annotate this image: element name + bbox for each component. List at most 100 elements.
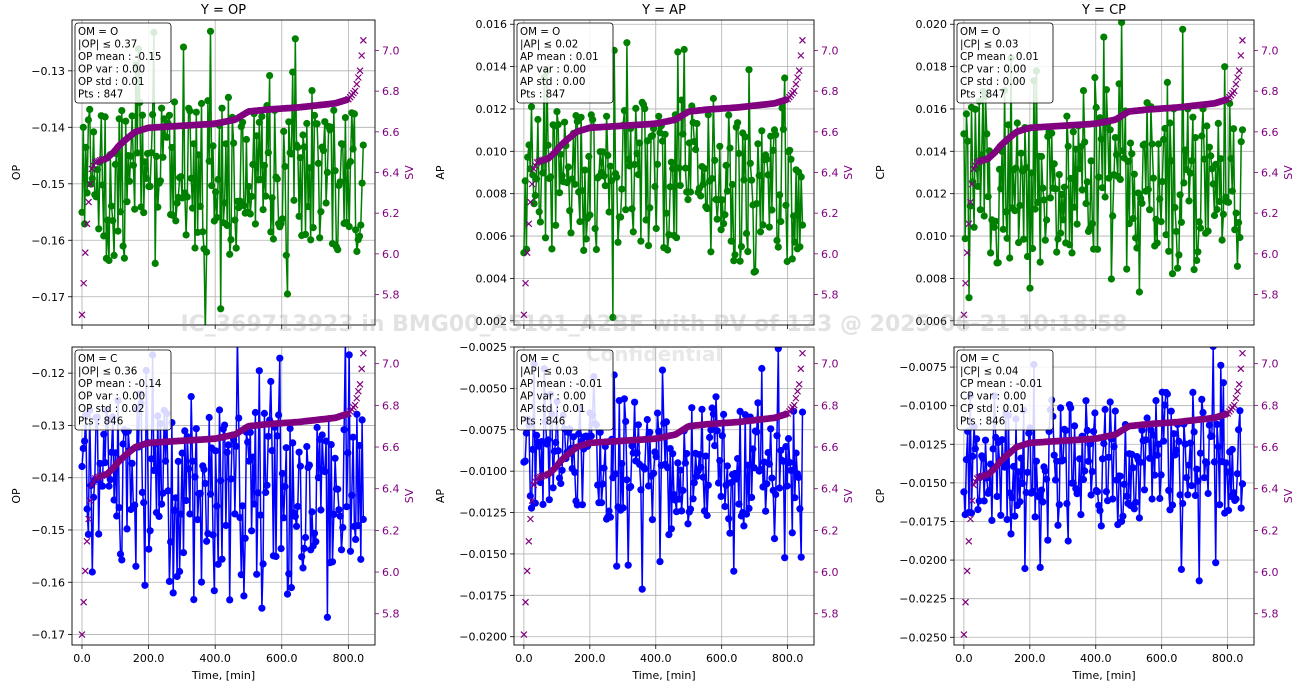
sv-marker <box>970 165 978 173</box>
series-point <box>208 182 216 190</box>
series-point <box>1037 486 1046 494</box>
series-point <box>699 473 707 481</box>
series-point <box>688 404 696 412</box>
series-point <box>558 466 566 474</box>
y2-tick-label: 6.0 <box>821 566 839 579</box>
series-point <box>758 364 766 373</box>
series-point <box>339 523 347 532</box>
series-point <box>690 138 698 146</box>
chart-panel-1: −0.17 −0.16 −0.15 −0.14 −0.13 5.8 6.0 6.2 6.4 6.6… <box>10 3 416 329</box>
sv-marker <box>88 481 96 489</box>
series-point <box>768 474 776 482</box>
series-point <box>571 180 579 188</box>
series-point <box>79 123 87 131</box>
series-point <box>628 442 636 450</box>
sv-marker <box>525 537 533 545</box>
series-point <box>994 259 1002 267</box>
y2-axis-label: SV <box>403 165 416 180</box>
series-point <box>544 436 552 444</box>
series-point <box>788 255 796 263</box>
series-point <box>1063 112 1071 120</box>
series-point <box>1161 124 1169 133</box>
y2-tick-label: 6.0 <box>382 566 400 579</box>
series-point <box>150 466 158 474</box>
series-point <box>196 202 204 210</box>
series-point <box>267 377 275 386</box>
series-point <box>268 447 276 455</box>
series-point <box>1190 266 1198 274</box>
series-point <box>1134 189 1142 197</box>
sv-marker <box>1230 401 1238 409</box>
series-point <box>734 455 742 463</box>
y-tick-label: −0.0050 <box>459 382 507 395</box>
series-point <box>750 464 758 472</box>
series-point <box>353 410 361 418</box>
series-point <box>282 444 290 452</box>
series-point <box>234 332 241 339</box>
series-point <box>679 130 687 138</box>
series-point <box>597 499 606 507</box>
series-point <box>140 209 148 217</box>
series-point <box>314 159 322 167</box>
series-point <box>745 66 753 74</box>
y-tick-label: −0.0150 <box>899 477 947 490</box>
series-point <box>617 213 625 221</box>
series-point <box>609 313 617 321</box>
series-ap <box>520 347 807 593</box>
series-point <box>554 447 562 455</box>
series-point <box>217 477 225 485</box>
series-point <box>1194 248 1202 256</box>
series-point <box>137 203 145 211</box>
series-point <box>539 169 547 177</box>
y2-tick-label: 6.8 <box>1261 85 1279 98</box>
series-point <box>163 133 171 141</box>
y2-axis-label: SV <box>403 488 416 503</box>
sv-marker <box>351 87 359 95</box>
series-point <box>188 204 197 212</box>
series-point <box>636 139 644 147</box>
sv-marker <box>88 165 96 173</box>
series-point <box>1228 445 1236 454</box>
sv-marker <box>965 220 973 228</box>
series-point <box>214 175 222 183</box>
series-point <box>260 409 268 417</box>
series-point <box>359 515 367 524</box>
y2-tick-label: 6.2 <box>821 207 839 220</box>
series-point <box>1015 239 1023 247</box>
series-point <box>140 499 148 507</box>
stats-line: |CP| ≤ 0.03 <box>960 39 1018 51</box>
series-point <box>1214 443 1222 451</box>
series-point <box>259 560 267 568</box>
series-point <box>534 115 542 124</box>
series-point <box>1153 239 1161 247</box>
series-point <box>1207 152 1215 160</box>
series-point <box>961 235 969 243</box>
series-point <box>1093 488 1102 496</box>
sv-marker <box>799 349 806 357</box>
series-point <box>1196 224 1205 232</box>
series-point <box>698 405 706 413</box>
series-point <box>214 560 222 568</box>
series-point <box>1009 462 1018 471</box>
series-point <box>1087 157 1095 165</box>
series-point <box>606 513 615 521</box>
series-point <box>798 408 807 416</box>
series-point <box>1011 207 1019 215</box>
stats-line: OP std : 0.02 <box>78 403 144 415</box>
series-point <box>777 446 785 455</box>
series-point <box>1039 184 1047 192</box>
series-point <box>296 462 304 470</box>
series-point <box>692 145 700 154</box>
series-point <box>631 398 639 406</box>
stats-line: AP mean : 0.01 <box>520 51 599 63</box>
series-point <box>196 489 204 497</box>
series-point <box>662 418 671 426</box>
sv-marker <box>790 401 798 409</box>
series-point <box>95 530 103 538</box>
series-point <box>658 137 667 145</box>
series-point <box>723 462 732 470</box>
sv-marker <box>354 387 362 395</box>
series-point <box>81 220 89 228</box>
series-point <box>1182 474 1191 482</box>
series-point <box>319 146 328 154</box>
